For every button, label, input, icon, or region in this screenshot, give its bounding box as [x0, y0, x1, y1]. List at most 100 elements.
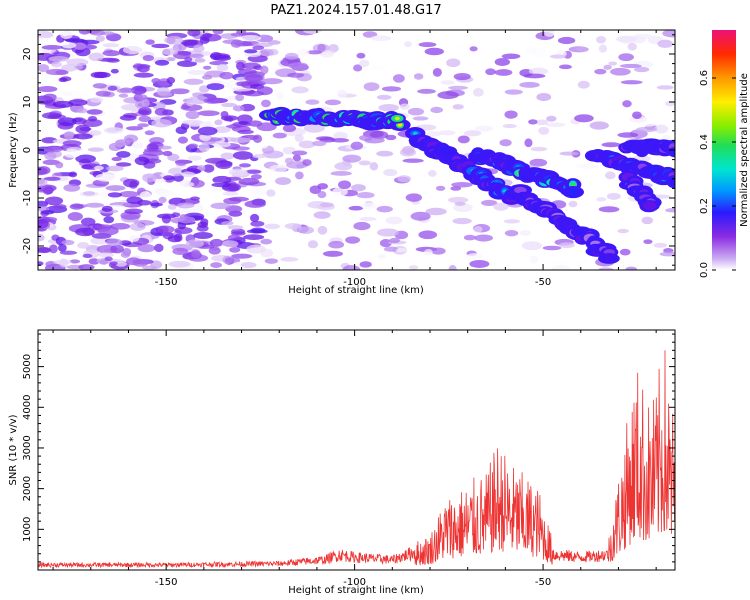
- heatmap-cell: [139, 191, 152, 201]
- heatmap-cell: [634, 66, 650, 73]
- heatmap-cell: [619, 248, 631, 256]
- heatmap-cell: [381, 86, 402, 92]
- heatmap-cell: [157, 225, 169, 234]
- heatmap-cell: [485, 68, 496, 76]
- heatmap-cell: [545, 122, 566, 127]
- heatmap-cell: [246, 229, 268, 234]
- heatmap-cell: [192, 92, 204, 97]
- heatmap-cell: [503, 219, 521, 224]
- heatmap-cell: [410, 211, 431, 221]
- heatmap-cell: [280, 257, 299, 262]
- heatmap-cell: [250, 220, 265, 227]
- heatmap-cell: [230, 39, 242, 48]
- heatmap-cell: [494, 69, 513, 76]
- heatmap-cell: [369, 162, 379, 171]
- heatmap-cell: [241, 262, 257, 269]
- heatmap-cell: [451, 181, 473, 188]
- heatmap-cell: [176, 202, 195, 209]
- heatmap-cell: [115, 162, 132, 167]
- heatmap-cell: [619, 63, 642, 69]
- heatmap-cell: [97, 252, 114, 258]
- heatmap-cell: [172, 247, 189, 256]
- heatmap-cell: [197, 221, 209, 228]
- snr-y-tick-label: 3000: [22, 435, 33, 460]
- heatmap-cell: [180, 39, 199, 46]
- heatmap-cell: [89, 30, 106, 36]
- heatmap-cell: [529, 255, 539, 264]
- heatmap-cell: [546, 115, 557, 122]
- heatmap-cell: [164, 36, 184, 45]
- heatmap-cell: [158, 196, 167, 204]
- heatmap-cell: [212, 30, 224, 35]
- heatmap-cell: [209, 238, 224, 247]
- heatmap-cell: [238, 177, 260, 186]
- heatmap-cell: [220, 110, 229, 118]
- heatmap-cell: [351, 184, 366, 192]
- heatmap-cell: [38, 246, 51, 253]
- heatmap-cell: [221, 240, 239, 248]
- heatmap-cell: [269, 164, 288, 173]
- heatmap-cell: [180, 171, 196, 178]
- heatmap-cell: [538, 126, 550, 135]
- heatmap-cell: [418, 230, 438, 240]
- heatmap-cell: [549, 54, 566, 59]
- heatmap-cell: [426, 130, 442, 137]
- heatmap-cell: [115, 139, 131, 146]
- heatmap-cell: [618, 53, 634, 62]
- heatmap-cell: [450, 186, 462, 191]
- heatmap-cell: [309, 185, 322, 195]
- heatmap-cell: [430, 247, 446, 255]
- heatmap-cell: [653, 242, 667, 248]
- heatmap-cell: [214, 119, 223, 126]
- heatmap-cell: [48, 56, 69, 62]
- heatmap-cell: [74, 42, 87, 50]
- heatmap-cell: [424, 47, 444, 56]
- heatmap-cell: [199, 133, 212, 142]
- heatmap-cell: [424, 248, 433, 256]
- heatmap-cell: [38, 219, 49, 229]
- heatmap-cell: [261, 99, 271, 108]
- heatmap-cell: [138, 106, 152, 116]
- heatmap-cell: [88, 52, 104, 62]
- heatmap-cell: [399, 103, 410, 110]
- heatmap-cell: [389, 237, 401, 244]
- heatmap-cell: [379, 239, 392, 248]
- heatmap-cell: [59, 250, 78, 255]
- heatmap-cell: [90, 237, 110, 245]
- heatmap-cell: [345, 236, 361, 244]
- ridge-cell: [666, 146, 675, 158]
- heatmap-cell: [221, 221, 234, 226]
- heatmap-cell: [603, 64, 612, 70]
- heatmap-cell: [45, 68, 67, 76]
- heatmap-cell: [378, 103, 399, 112]
- heatmap-cell: [333, 131, 348, 140]
- heatmap-cell: [256, 86, 273, 96]
- heatmap-cell: [625, 266, 638, 270]
- heatmap-cell: [632, 33, 653, 39]
- heatmap-cell: [210, 262, 223, 268]
- heatmap-cell: [90, 71, 108, 79]
- ridge-cell-peak: [397, 123, 403, 127]
- heatmap-cell: [136, 199, 152, 206]
- heatmap-cell: [330, 171, 352, 176]
- heatmap-cell: [205, 157, 227, 164]
- heatmap-cell: [440, 80, 455, 85]
- heatmap-cell: [294, 134, 304, 143]
- heatmap-cell: [115, 261, 127, 267]
- heatmap-cell: [385, 216, 403, 225]
- heatmap-cell: [598, 206, 620, 213]
- heatmap-cell: [244, 49, 258, 54]
- heatmap-cell: [615, 35, 638, 43]
- heatmap-cell: [284, 223, 302, 230]
- heatmap-cell: [243, 234, 265, 240]
- heatmap-cell: [123, 178, 140, 188]
- heatmap-cell: [342, 154, 362, 163]
- heatmap-cell: [501, 53, 521, 60]
- heatmap-cell: [288, 62, 308, 70]
- heatmap-cell: [82, 119, 103, 128]
- heatmap-cell: [87, 147, 104, 152]
- heatmap-cell: [322, 250, 344, 257]
- figure-title: PAZ1.2024.157.01.48.G17: [270, 3, 441, 18]
- heatmap-cell: [260, 65, 269, 75]
- heatmap-cell: [235, 61, 245, 71]
